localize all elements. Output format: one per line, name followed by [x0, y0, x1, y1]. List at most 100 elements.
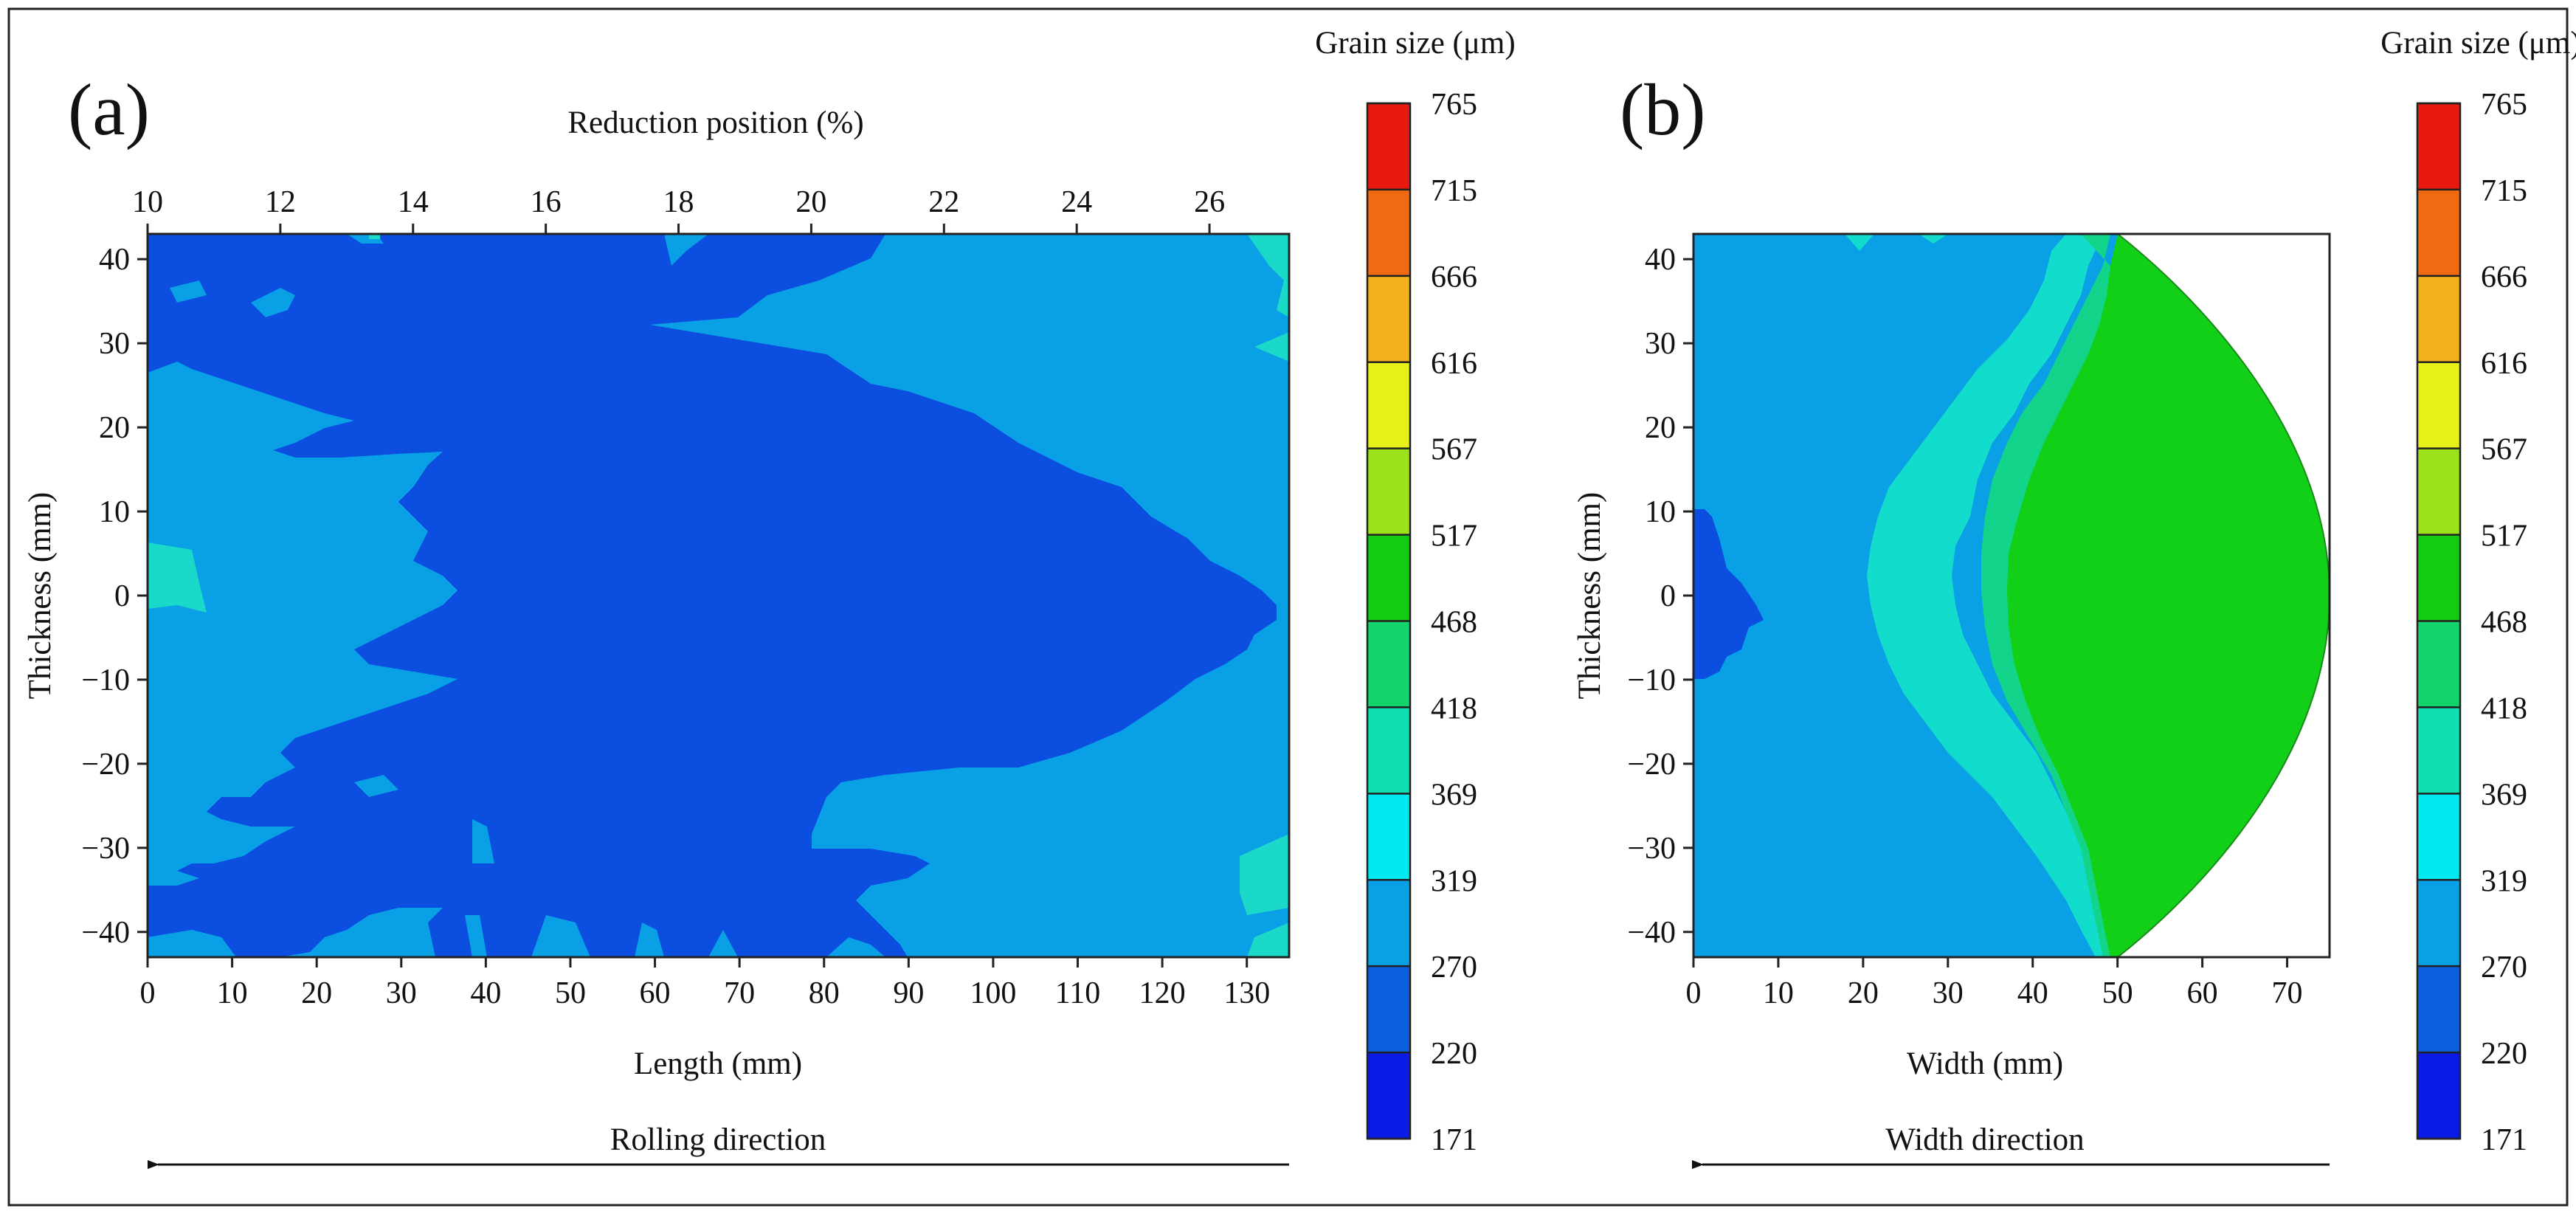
top-tick-label: 18 [663, 185, 694, 219]
panel-b-region-cyan-top-notch [1845, 234, 1874, 251]
top-tick-label: 26 [1194, 185, 1225, 219]
x-tick-label: 130 [1223, 976, 1270, 1010]
y-tick-label: 20 [1645, 411, 1676, 445]
y-tick-label: −10 [1627, 663, 1676, 697]
colorbar-tick-label: 517 [2481, 520, 2527, 553]
y-tick-label: 30 [99, 327, 130, 361]
panel-a-x-axis: 0 10 20 30 40 50 60 70 80 90 100 110 120 130 [140, 957, 1270, 1010]
y-tick-label: −10 [81, 663, 130, 697]
colorbar-segment [1367, 793, 1410, 880]
colorbar-segment [2417, 1052, 2460, 1139]
colorbar-segment [2417, 103, 2460, 190]
panel-b-label: (b) [1620, 69, 1706, 151]
x-tick-label: 120 [1139, 976, 1186, 1010]
colorbar-segment [1367, 448, 1410, 535]
x-tick-label: 10 [1763, 976, 1794, 1010]
panel-b-region-deep-blue [1693, 509, 1764, 679]
colorbar-segment [2417, 189, 2460, 276]
panel-a-region-light-blue-mid-left-2 [354, 775, 398, 797]
panel-a-label: (a) [68, 69, 150, 151]
x-tick-label: 40 [470, 976, 501, 1010]
top-tick-label: 24 [1061, 185, 1092, 219]
colorbar-tick-label: 715 [2481, 174, 2527, 208]
y-tick-label: 10 [1645, 495, 1676, 529]
x-tick-label: 50 [2102, 976, 2133, 1010]
y-tick-label: −30 [81, 832, 130, 866]
colorbar-tick-label: 418 [1431, 692, 1477, 725]
colorbar-tick-label: 319 [1431, 864, 1477, 898]
colorbar-tick-label: 220 [1431, 1037, 1477, 1071]
colorbar-segment [2417, 707, 2460, 794]
colorbar-segment [2417, 362, 2460, 449]
x-tick-label: 20 [1848, 976, 1879, 1010]
panel-a-heatmap [148, 234, 1289, 957]
colorbar-tick-label: 567 [2481, 433, 2527, 467]
panel-b-y-axis: 40 30 20 10 0 −10 −20 −30 −40 [1627, 243, 1693, 950]
y-tick-label: −40 [81, 916, 130, 950]
colorbar-segment [2417, 793, 2460, 880]
colorbar-segment [1367, 103, 1410, 190]
colorbar-tick-label: 369 [2481, 778, 2527, 812]
y-tick-label: −40 [1627, 916, 1676, 950]
top-tick-label: 22 [928, 185, 959, 219]
colorbar-tick-label: 616 [1431, 347, 1477, 381]
y-tick-label: 20 [99, 411, 130, 445]
top-tick-label: 14 [398, 185, 429, 219]
figure-frame [7, 7, 2569, 1207]
x-tick-label: 30 [386, 976, 417, 1010]
panel-a-region-cyan-top-patch [369, 234, 380, 239]
panel-b-region-green [2007, 234, 2330, 957]
x-tick-label: 110 [1055, 976, 1100, 1010]
colorbar-tick-label: 171 [1431, 1123, 1477, 1157]
panel-b: (b) 0 10 20 30 40 50 60 70 40 30 20 10 0 −10 −20 −30 −4… [1572, 69, 2331, 1169]
colorbar-segment [1367, 362, 1410, 449]
panel-a-region-cyan-right-top [1247, 234, 1289, 317]
panel-a-region-light-blue-bottom-patch [472, 819, 494, 863]
x-tick-label: 80 [809, 976, 840, 1010]
panel-b-region-cyan [1867, 234, 2110, 957]
panel-a-direction-label: Rolling direction [610, 1122, 826, 1157]
x-tick-label: 0 [140, 976, 156, 1010]
y-tick-label: −30 [1627, 832, 1676, 866]
panel-a-y-axis: 40 30 20 10 0 −10 −20 −30 −40 [81, 243, 148, 950]
x-tick-label: 10 [217, 976, 248, 1010]
colorbar-tick-label: 616 [2481, 347, 2527, 381]
colorbar-tick-label: 369 [1431, 778, 1477, 812]
colorbar-segment [2417, 880, 2460, 967]
y-tick-label: −20 [1627, 748, 1676, 782]
y-tick-label: 30 [1645, 327, 1676, 361]
colorbar-tick-label: 666 [2481, 261, 2527, 294]
panel-a-region-cyan-right-corner [1247, 922, 1289, 957]
top-tick-label: 16 [531, 185, 562, 219]
colorbar-segment [1367, 621, 1410, 708]
colorbar-a-title: Grain size (μm) [1315, 26, 1515, 61]
panel-a-x-axis-label: Length (mm) [634, 1046, 802, 1081]
y-tick-label: −20 [81, 748, 130, 782]
top-tick-label: 10 [132, 185, 163, 219]
panel-a-region-cyan-left [148, 542, 207, 613]
panel-b-direction-label: Width direction [1885, 1122, 2084, 1157]
colorbar-segment [2417, 275, 2460, 362]
panel-a-region-light-blue-notch-left [148, 930, 236, 957]
panel-b-y-axis-label: Thickness (mm) [1572, 492, 1607, 700]
top-tick-label: 12 [265, 185, 296, 219]
colorbar-tick-label: 468 [2481, 606, 2527, 640]
x-tick-label: 30 [1933, 976, 1964, 1010]
panel-a-region-deep-blue [148, 234, 1277, 957]
x-tick-label: 100 [970, 976, 1016, 1010]
colorbar-tick-label: 567 [1431, 433, 1477, 467]
panel-a-top-axis-label: Reduction position (%) [567, 106, 863, 140]
colorbar-tick-label: 418 [2481, 692, 2527, 725]
x-tick-label: 60 [640, 976, 671, 1010]
colorbar-segment [1367, 966, 1410, 1053]
colorbar-segment [1367, 189, 1410, 276]
colorbar-segment [2417, 966, 2460, 1053]
colorbar-tick-label: 171 [2481, 1123, 2527, 1157]
colorbar-segment [1367, 1052, 1410, 1139]
x-tick-label: 70 [2272, 976, 2303, 1010]
y-tick-label: 0 [114, 579, 130, 613]
panel-b-region-cyan-top-notch-2 [1919, 234, 1948, 244]
y-tick-label: 40 [1645, 243, 1676, 277]
colorbar-segment [1367, 880, 1410, 967]
